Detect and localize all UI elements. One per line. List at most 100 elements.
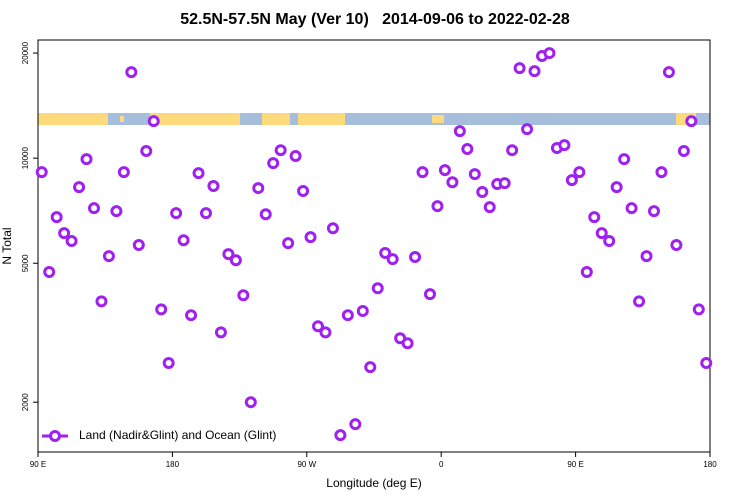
data-point xyxy=(386,253,399,266)
x-tick-label: 90 W xyxy=(297,460,316,469)
data-point xyxy=(700,356,713,369)
data-point xyxy=(177,234,190,247)
data-point xyxy=(438,164,451,177)
ocean-band xyxy=(38,113,710,125)
land-band xyxy=(120,116,124,122)
data-point xyxy=(364,361,377,374)
data-point xyxy=(483,201,496,214)
data-point xyxy=(267,157,280,170)
data-point xyxy=(498,177,511,190)
data-point xyxy=(513,62,526,75)
x-tick-label: 0 xyxy=(439,460,444,469)
data-point xyxy=(222,248,235,261)
legend-marker xyxy=(49,430,61,442)
data-point xyxy=(312,320,324,333)
data-point xyxy=(565,174,578,187)
data-point xyxy=(371,282,384,295)
data-point xyxy=(543,47,556,60)
plot-frame xyxy=(37,39,711,453)
data-point xyxy=(588,211,601,224)
data-point xyxy=(155,303,168,316)
data-point xyxy=(580,265,593,278)
data-point xyxy=(677,145,690,158)
data-point xyxy=(282,237,295,250)
data-point xyxy=(304,231,317,244)
land-band xyxy=(150,113,240,125)
data-point xyxy=(289,150,302,163)
data-point xyxy=(662,66,675,79)
data-point xyxy=(446,176,459,189)
data-point xyxy=(117,166,130,179)
data-point xyxy=(334,429,347,442)
data-point xyxy=(349,418,362,431)
land-band xyxy=(38,113,108,125)
data-point xyxy=(252,182,265,195)
data-point xyxy=(80,153,93,166)
data-point xyxy=(633,295,646,308)
data-point xyxy=(528,65,541,78)
data-point xyxy=(88,202,100,215)
data-point xyxy=(95,295,108,308)
data-point xyxy=(603,235,616,248)
data-point xyxy=(573,166,586,179)
data-point xyxy=(468,168,481,181)
data-point xyxy=(162,356,175,369)
data-point xyxy=(595,227,608,240)
data-point xyxy=(506,144,519,157)
data-point xyxy=(102,250,115,263)
data-point xyxy=(43,265,56,278)
data-point xyxy=(50,211,63,224)
data-point xyxy=(640,250,653,263)
data-point xyxy=(214,326,227,339)
data-point xyxy=(476,185,489,198)
data-point xyxy=(409,251,422,264)
data-point xyxy=(259,208,272,221)
data-point xyxy=(73,181,86,194)
data-point xyxy=(35,166,48,179)
data-point xyxy=(58,227,71,240)
data-point xyxy=(655,166,668,179)
data-point xyxy=(685,115,698,128)
data-point xyxy=(341,309,354,322)
y-tick-label: 10000 xyxy=(21,146,30,169)
y-tick-label: 2000 xyxy=(21,393,30,411)
data-point xyxy=(207,180,220,193)
data-point xyxy=(200,207,212,220)
data-point xyxy=(401,337,414,350)
data-point xyxy=(244,396,257,409)
legend-label: Land (Nadir&Glint) and Ocean (Glint) xyxy=(79,428,276,442)
data-point xyxy=(670,238,683,251)
data-point xyxy=(125,66,138,79)
data-point xyxy=(65,235,78,248)
data-point xyxy=(185,309,198,322)
data-point xyxy=(692,303,705,316)
data-point xyxy=(625,202,638,215)
data-point xyxy=(610,181,623,194)
land-ocean-band xyxy=(38,113,710,125)
y-axis-label: N Total xyxy=(0,227,14,264)
data-point xyxy=(648,205,660,218)
data-point xyxy=(521,123,534,136)
x-tick-label: 90 E xyxy=(30,460,46,469)
data-point xyxy=(326,222,339,235)
land-band xyxy=(262,113,290,125)
land-band xyxy=(432,115,444,123)
data-point xyxy=(237,289,250,302)
data-point xyxy=(379,247,392,260)
data-point xyxy=(147,115,160,128)
x-tick-label: 180 xyxy=(703,460,717,469)
data-point xyxy=(558,139,571,152)
data-point xyxy=(170,207,183,220)
data-point xyxy=(431,200,444,213)
data-point xyxy=(229,254,242,267)
data-point xyxy=(140,145,153,158)
data-point xyxy=(132,238,145,251)
data-point xyxy=(356,304,369,317)
chart-title: 52.5N-57.5N May (Ver 10) 2014-09-06 to 2… xyxy=(180,11,570,28)
data-point xyxy=(297,185,310,198)
y-tick-label: 5000 xyxy=(21,254,30,272)
x-tick-label: 90 E xyxy=(567,460,583,469)
y-tick-label: 20000 xyxy=(21,41,30,64)
x-tick-label: 180 xyxy=(166,460,180,469)
x-axis-label: Longitude (deg E) xyxy=(326,476,421,490)
